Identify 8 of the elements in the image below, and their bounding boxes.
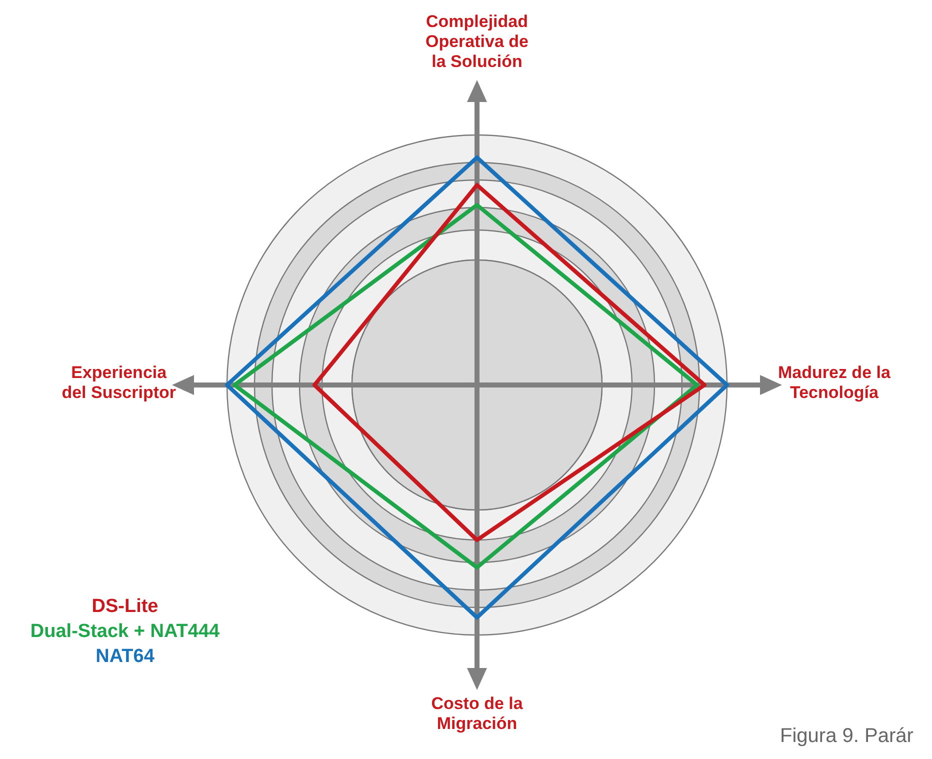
text: Dual-Stack + NAT444 bbox=[29, 620, 221, 644]
text: Figura 9. Parár bbox=[780, 725, 914, 748]
text: DS-Lite bbox=[90, 595, 160, 619]
text: NAT64 bbox=[94, 645, 156, 669]
spoke-label: Costo de la Migración bbox=[431, 694, 524, 734]
spoke-label: Madurez de la Tecnología bbox=[778, 363, 891, 402]
spoke-label: Experiencia del Suscriptor bbox=[62, 363, 176, 402]
spoke-label: Complejidad Operativa de la Solución bbox=[426, 12, 528, 72]
